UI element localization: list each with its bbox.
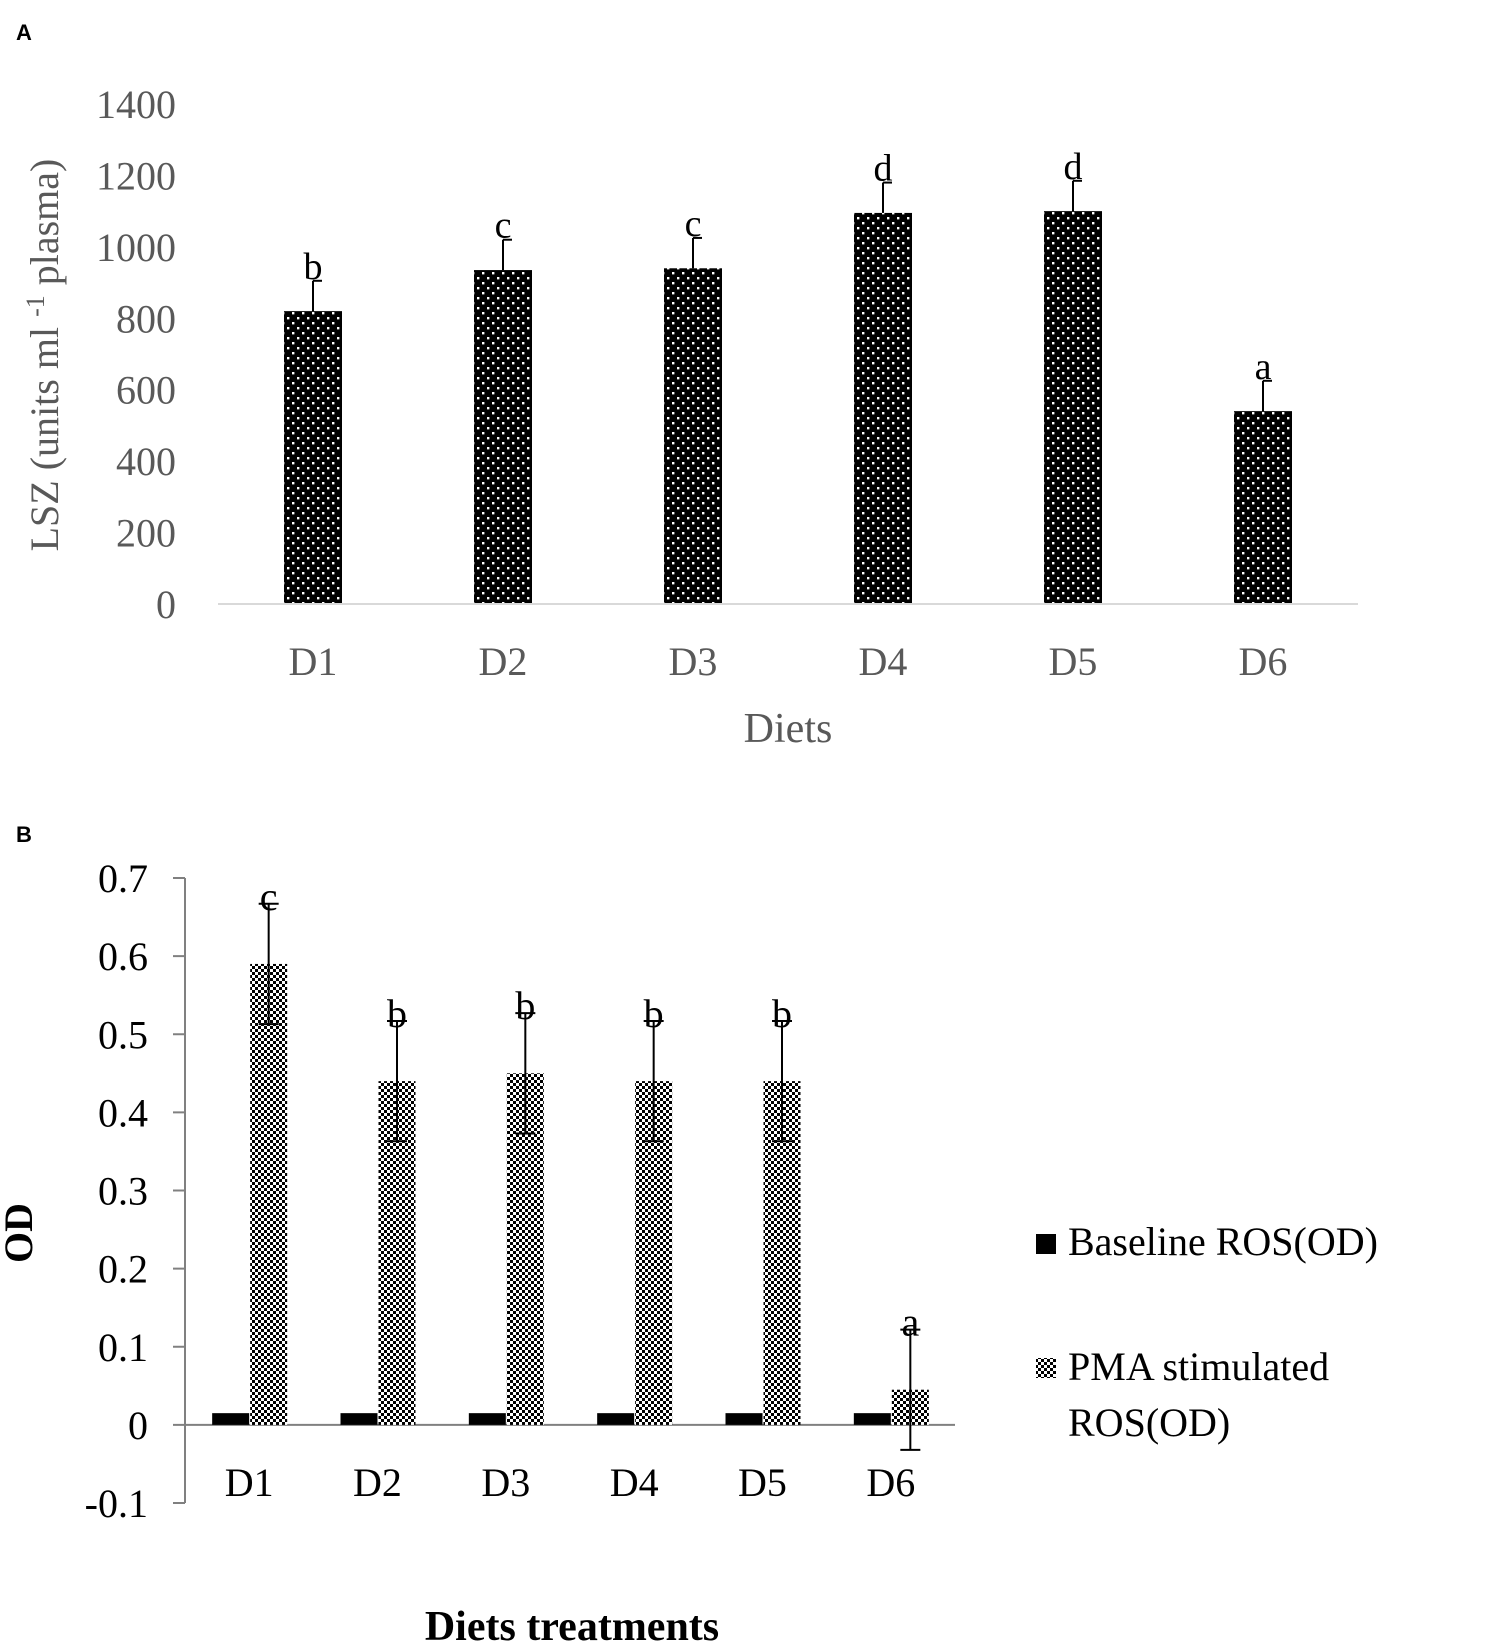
x-tick-label-b-D6: D6	[866, 1460, 915, 1505]
bar-a-D4	[854, 212, 912, 604]
bar-a-D6	[1234, 411, 1292, 604]
y-tick-label-a: 1000	[96, 225, 176, 270]
significance-letter-a-D4: d	[874, 148, 893, 190]
significance-letter-b-D2: b	[387, 991, 407, 1036]
y-tick-label-a: 600	[116, 368, 176, 413]
x-tick-label-a-D1: D1	[289, 639, 338, 684]
y-axis-label-a-part: plasma)	[22, 159, 67, 296]
bar-b-baseline-D4	[597, 1413, 635, 1425]
significance-letter-a-D1: b	[304, 246, 323, 288]
chart-b: -0.1 0 0.1 0.2 0.3 0.4 0.5 0.6 0.7 c D1 b D2 b D3 b D4 b D…	[0, 856, 1378, 1648]
y-tick-label-a: 0	[156, 582, 176, 627]
bar-b-baseline-D3	[468, 1413, 506, 1425]
x-tick-label-b-D4: D4	[610, 1460, 659, 1505]
x-tick-label-a-D3: D3	[669, 639, 718, 684]
y-axis-label-a: LSZ (units ml -1 plasma)	[21, 159, 67, 552]
bar-a-D3	[664, 268, 722, 604]
bar-b-baseline-D2	[340, 1413, 378, 1425]
x-tick-label-a-D6: D6	[1239, 639, 1288, 684]
bar-b-pma-D1	[250, 963, 288, 1425]
significance-letter-a-D6: a	[1255, 346, 1272, 388]
legend-swatch-baseline	[1036, 1234, 1056, 1254]
x-tick-label-a-D2: D2	[479, 639, 528, 684]
y-tick-label-b: 0.2	[98, 1247, 148, 1292]
x-axis-label-a: Diets	[744, 706, 833, 752]
significance-letter-b-D1: c	[260, 874, 278, 919]
y-tick-label-b: 0.7	[98, 856, 148, 901]
x-tick-label-b-D3: D3	[481, 1460, 530, 1505]
significance-letter-a-D2: c	[495, 205, 512, 247]
y-tick-label-b: 0.3	[98, 1169, 148, 1214]
legend-label-pma: PMA stimulated ROS(OD)	[1068, 1344, 1329, 1445]
x-tick-label-a-D4: D4	[859, 639, 908, 684]
x-tick-label-a-D5: D5	[1049, 639, 1098, 684]
significance-letter-b-D5: b	[772, 991, 792, 1036]
y-tick-label-a: 800	[116, 296, 176, 341]
y-axis-label-b: OD	[0, 1203, 41, 1263]
x-tick-label-b-D2: D2	[353, 1460, 402, 1505]
bar-a-D2	[474, 270, 532, 604]
significance-letter-a-D3: c	[685, 203, 702, 245]
legend-label-pma-line: ROS(OD)	[1068, 1400, 1230, 1445]
bar-b-baseline-D6	[853, 1413, 891, 1425]
x-tick-label-b-D5: D5	[738, 1460, 787, 1505]
legend-swatch-pma	[1036, 1358, 1056, 1378]
y-tick-label-a: 1400	[96, 82, 176, 127]
y-tick-label-a: 1200	[96, 153, 176, 198]
y-tick-label-a: 200	[116, 511, 176, 556]
bar-b-baseline-D1	[212, 1413, 250, 1425]
y-tick-label-b: 0.4	[98, 1090, 148, 1135]
bar-a-D1	[284, 311, 342, 604]
significance-letter-a-D5: d	[1064, 146, 1083, 188]
y-tick-label-b: 0.1	[98, 1325, 148, 1370]
y-axis-label-a-sup: -1	[21, 295, 50, 317]
y-tick-label-a: 400	[116, 439, 176, 484]
panel-letter-b: B	[16, 822, 32, 847]
y-axis-label-a-part: LSZ (units ml	[22, 317, 67, 551]
x-tick-label-b-D1: D1	[225, 1460, 274, 1505]
chart-a: 0 200 400 600 800 1000 1200 1400 b D1 c D2 c D3 d D4 d D5…	[21, 82, 1358, 752]
significance-letter-b-D4: b	[644, 991, 664, 1036]
legend-label-pma-line: PMA stimulated	[1068, 1344, 1329, 1389]
legend-label-baseline: Baseline ROS(OD)	[1068, 1219, 1378, 1264]
y-tick-label-b: -0.1	[85, 1481, 148, 1526]
bar-b-baseline-D5	[725, 1413, 763, 1425]
significance-letter-b-D6: a	[901, 1300, 919, 1345]
x-axis-label-b: Diets treatments	[425, 1604, 719, 1643]
legend-b: Baseline ROS(OD) PMA stimulated ROS(OD)	[1036, 1219, 1378, 1445]
y-tick-label-b: 0	[128, 1403, 148, 1448]
y-tick-label-b: 0.6	[98, 934, 148, 979]
y-tick-label-b: 0.5	[98, 1012, 148, 1057]
bar-a-D5	[1044, 211, 1102, 604]
significance-letter-b-D3: b	[515, 983, 535, 1028]
panel-letter-a: A	[16, 20, 32, 45]
